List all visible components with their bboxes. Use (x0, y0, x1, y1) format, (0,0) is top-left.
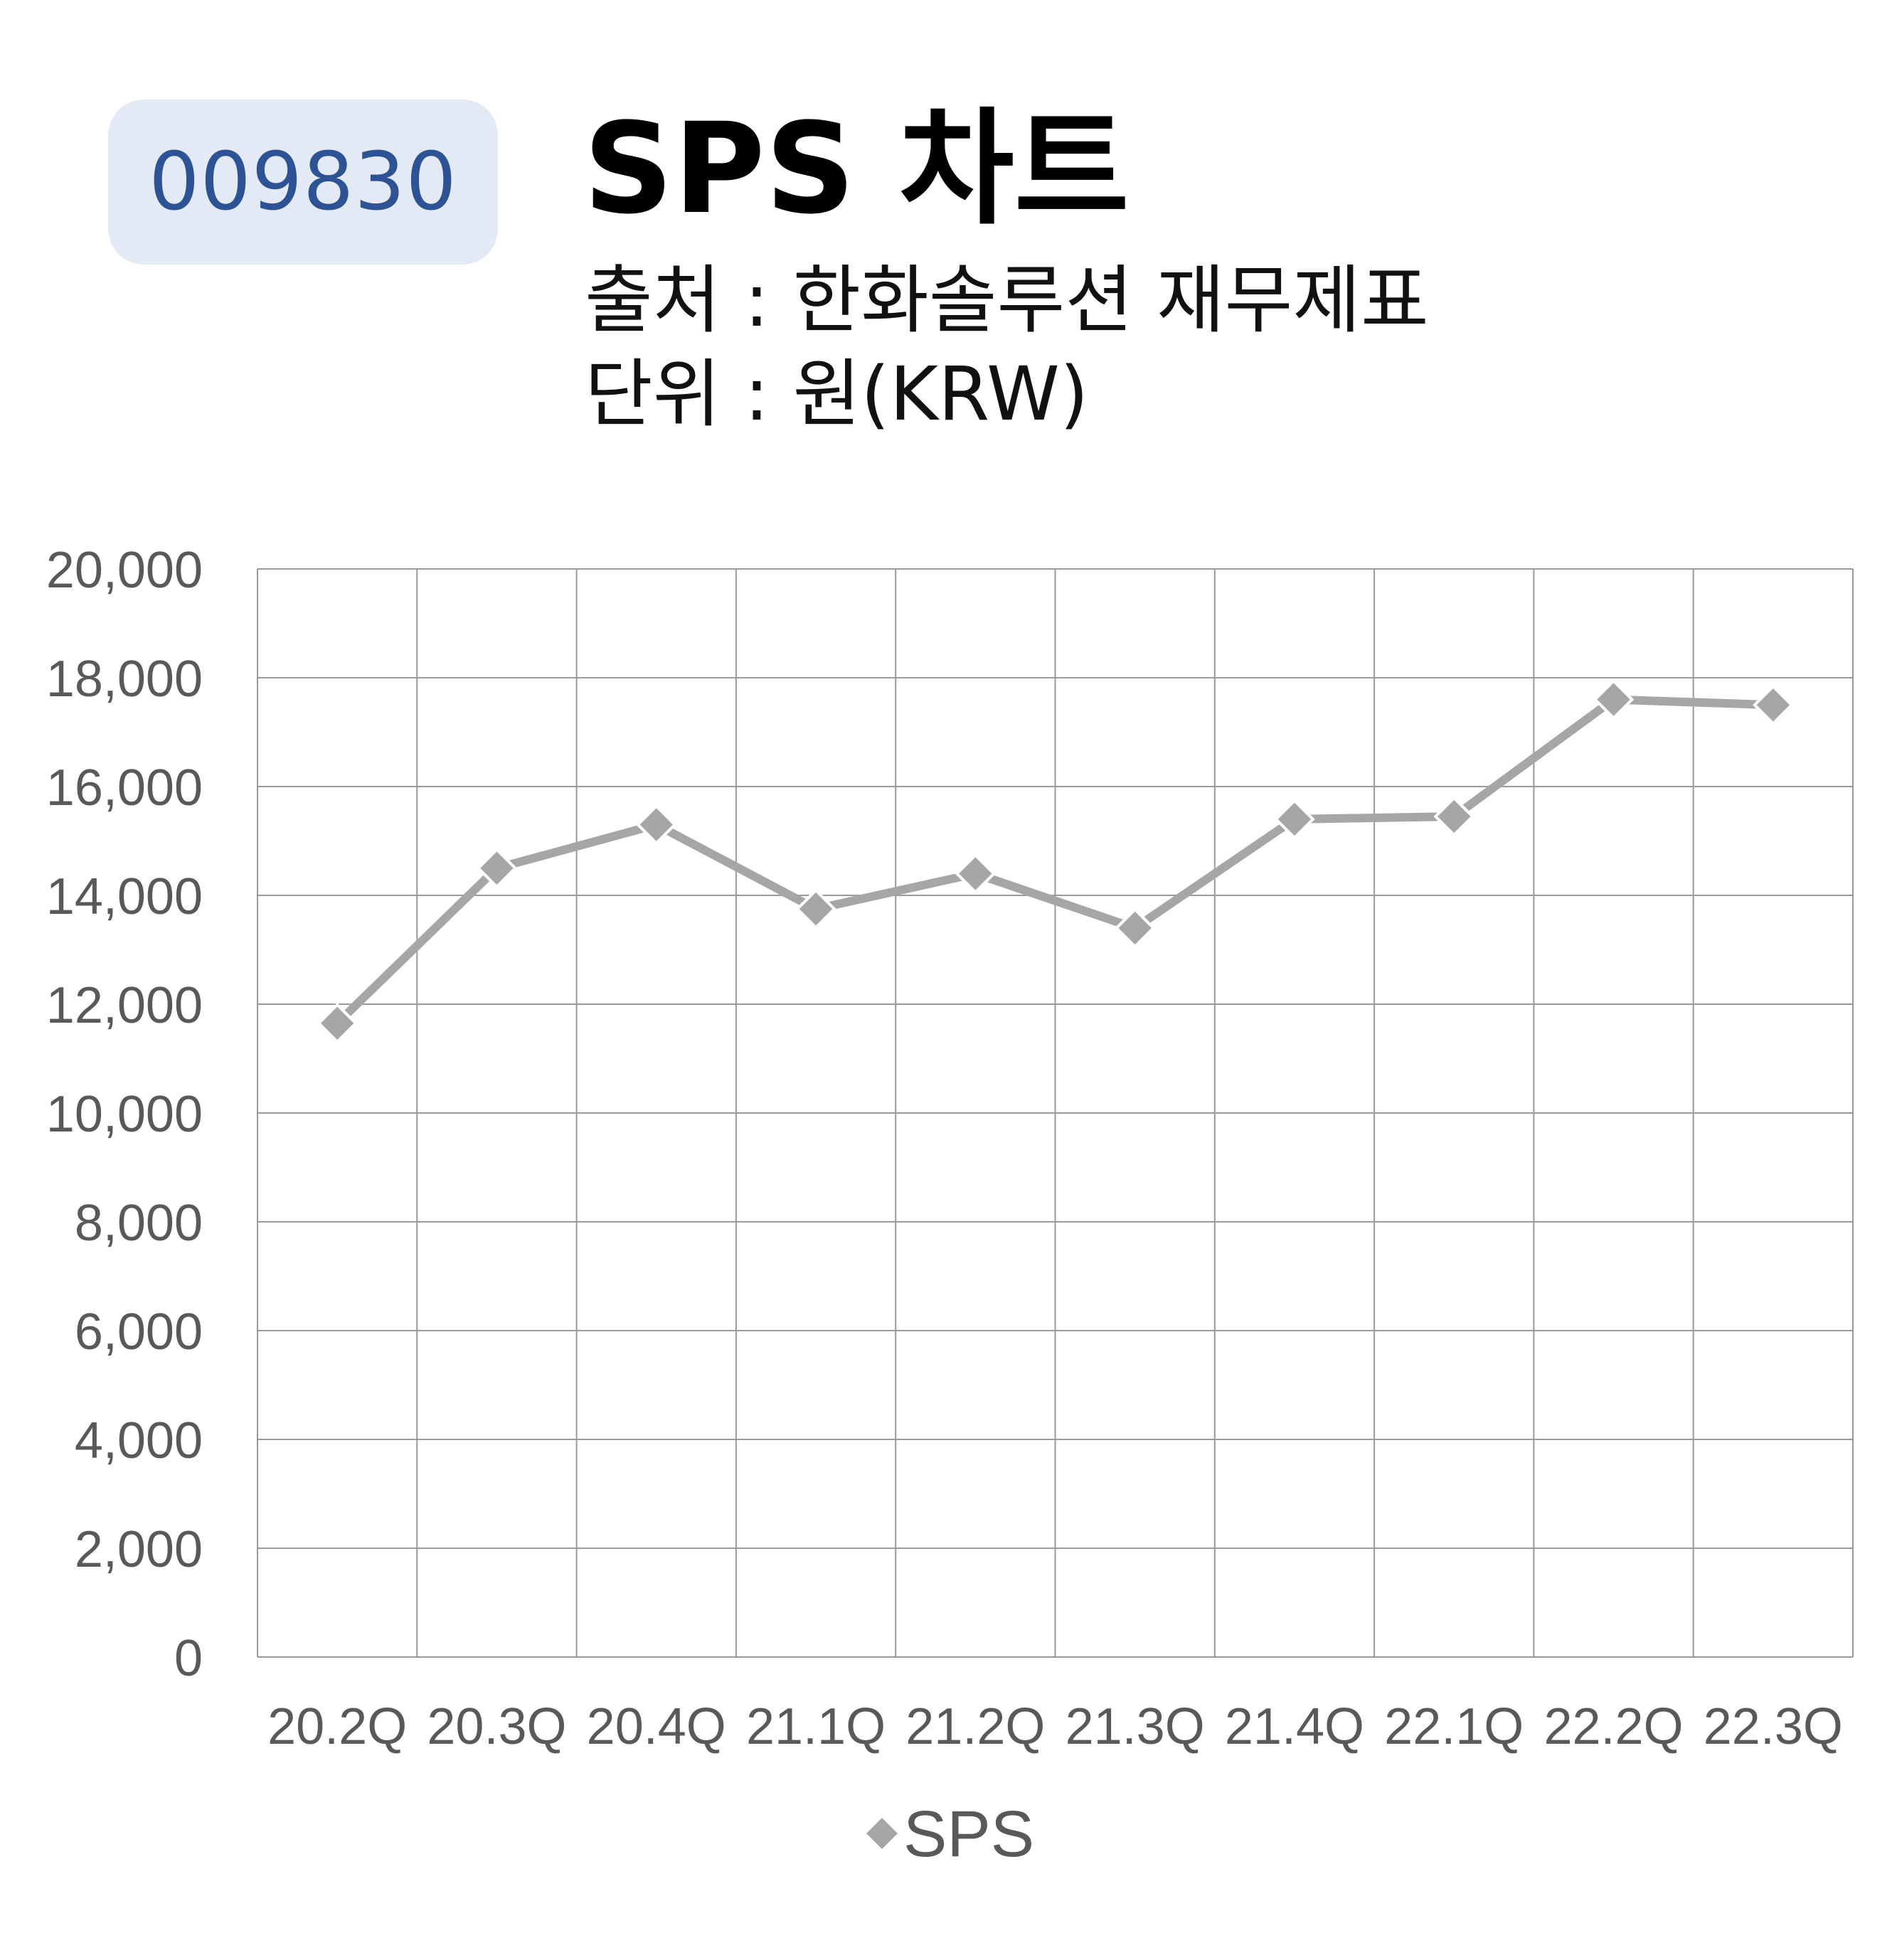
x-tick-label: 21.2Q (905, 1698, 1045, 1755)
data-point-marker (1433, 796, 1475, 837)
data-point-marker (955, 853, 997, 895)
x-tick-label: 22.1Q (1384, 1698, 1524, 1755)
y-tick-label: 14,000 (46, 868, 203, 925)
y-tick-label: 16,000 (46, 760, 203, 816)
y-tick-label: 18,000 (46, 651, 203, 708)
x-tick-label: 20.2Q (267, 1698, 407, 1755)
series-line-sps (333, 695, 1778, 1028)
data-point-marker (1593, 678, 1635, 720)
legend-marker-icon (863, 1814, 901, 1853)
y-tick-label: 0 (174, 1630, 203, 1687)
data-point-marker (635, 804, 677, 846)
x-tick-label: 20.3Q (427, 1698, 566, 1755)
data-source-label: 출처 : 한화솔루션 재무제표 (585, 257, 1429, 343)
x-tick-label: 20.4Q (587, 1698, 726, 1755)
data-point-marker (1114, 907, 1156, 949)
stock-code-badge: 009830 (108, 100, 498, 265)
data-point-marker (795, 888, 836, 930)
data-point-marker (1274, 799, 1315, 840)
unit-label: 단위 : 원(KRW) (585, 351, 1089, 437)
y-tick-label: 12,000 (46, 977, 203, 1034)
y-tick-label: 4,000 (75, 1412, 203, 1469)
y-tick-label: 8,000 (75, 1195, 203, 1252)
data-point-marker (476, 847, 518, 889)
chart-title: SPS 차트 (583, 96, 1130, 242)
legend-label: SPS (903, 1798, 1034, 1870)
y-tick-label: 20,000 (46, 542, 203, 599)
y-tick-label: 6,000 (75, 1304, 203, 1360)
x-tick-label: 21.1Q (746, 1698, 886, 1755)
data-point-marker (317, 1002, 358, 1044)
data-point-marker (1753, 684, 1794, 726)
x-tick-label: 22.3Q (1704, 1698, 1843, 1755)
x-tick-label: 21.3Q (1066, 1698, 1205, 1755)
y-tick-label: 10,000 (46, 1086, 203, 1143)
y-tick-label: 2,000 (75, 1521, 203, 1578)
x-tick-label: 22.2Q (1543, 1698, 1683, 1755)
x-tick-label: 21.4Q (1225, 1698, 1364, 1755)
